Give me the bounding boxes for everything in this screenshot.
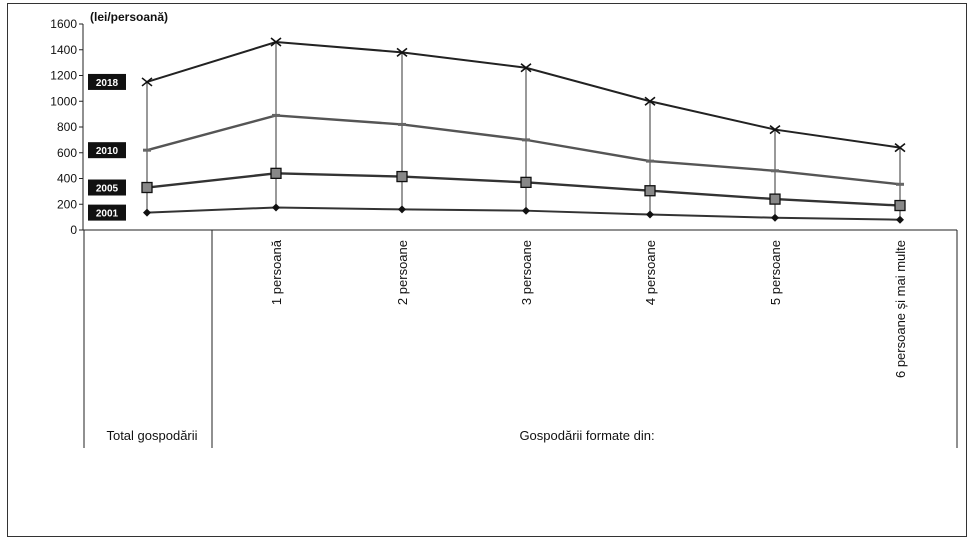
y-unit-label: (lei/persoană) [90,10,168,24]
point-marker [398,122,406,126]
point-marker [520,176,532,189]
point-marker [522,138,530,142]
point-marker [894,142,906,153]
group-label-formed: Gospodării formate din: [519,428,654,443]
y-tick-label: 600 [57,146,77,160]
point-marker [646,210,654,219]
point-marker [396,170,408,183]
y-tick-label: 0 [70,223,77,237]
category-label: 3 persoane [519,240,534,305]
point-marker [396,47,408,57]
group-label-total: Total gospodării [106,428,197,443]
point-marker [143,208,151,217]
category-label: 4 persoane [643,240,658,305]
point-marker [894,199,906,212]
point-marker [270,37,282,47]
y-tick-label: 1400 [50,43,77,57]
point-marker [769,124,781,135]
point-marker [644,185,656,197]
y-tick-label: 800 [57,120,77,134]
y-tick-label: 1200 [50,69,77,83]
y-tick-label: 400 [57,172,77,186]
point-marker [522,206,530,215]
point-marker [141,77,153,87]
point-marker [769,193,781,205]
category-label: 5 persoane [768,240,783,305]
category-label: 2 persoane [395,240,410,305]
y-tick-label: 200 [57,197,77,211]
point-marker [771,213,779,222]
legend-label-2018: 2018 [96,78,119,89]
legend-badge [88,73,126,90]
point-marker [272,113,280,117]
legend-label-2010: 2010 [96,146,119,157]
point-marker [771,169,779,173]
point-marker [141,181,153,194]
series-lines [141,37,906,224]
y-tick-label: 1000 [50,94,77,108]
legend: 2018 2010 2005 2001 [88,73,126,221]
point-marker [270,167,282,180]
series-line-2018 [146,41,901,149]
legend-badge [88,142,126,159]
point-marker [896,215,904,224]
legend-badge [88,204,126,221]
point-marker [143,148,151,152]
category-label: 6 persoane și mai multe [893,240,908,378]
legend-label-2001: 2001 [96,209,119,220]
point-marker [646,159,654,163]
category-label: 1 persoană [269,239,284,305]
point-marker [520,63,532,73]
y-axis: 1600 1400 1200 1000 800 600 400 200 0 [50,17,84,237]
point-marker [896,182,904,186]
point-marker [398,205,406,214]
point-marker [272,203,280,212]
y-tick-label: 1600 [50,17,77,31]
legend-badge [88,179,126,196]
legend-label-2005: 2005 [96,184,119,195]
x-axis [83,229,958,448]
chart-frame [7,3,967,537]
point-marker [644,96,656,106]
category-labels: 1 persoană 2 persoane 3 persoane 4 persoane… [269,239,908,378]
